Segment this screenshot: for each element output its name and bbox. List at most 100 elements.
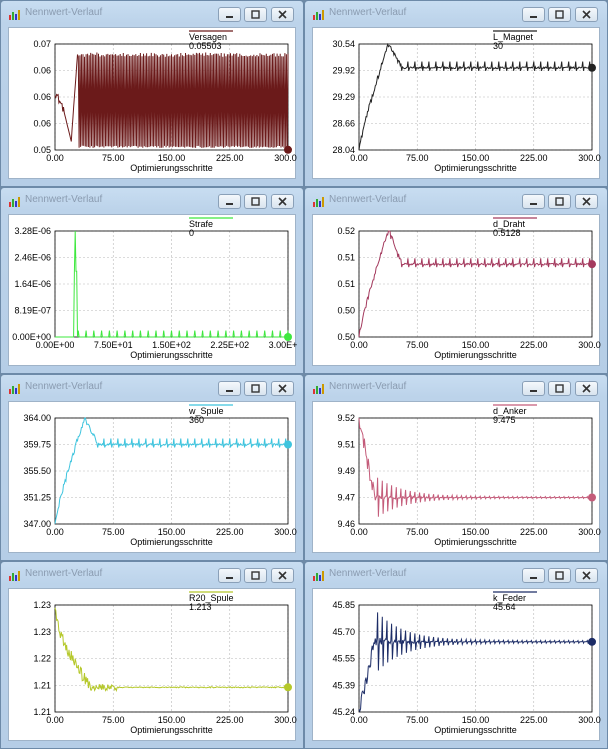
x-tick-label: 225.00 — [520, 527, 548, 537]
y-tick-label: 45.55 — [332, 654, 355, 664]
plot-frame — [358, 417, 593, 525]
legend-value: 1.213 — [189, 602, 212, 612]
chart-area: w_Spule 360 364.00 359.75 355.50 351.25 347.00… — [8, 401, 297, 553]
x-axis-label: Optimierungsschritte — [130, 725, 213, 735]
maximize-button[interactable] — [548, 381, 571, 396]
series-line — [54, 417, 289, 524]
y-tick-label: 9.49 — [337, 466, 355, 476]
legend-value: 0 — [189, 228, 194, 238]
y-tick-label: 45.24 — [332, 707, 355, 717]
minimize-button[interactable] — [218, 568, 241, 583]
x-tick-label: 0.00 — [350, 715, 368, 725]
minimize-button[interactable] — [522, 568, 545, 583]
maximize-button[interactable] — [548, 194, 571, 209]
close-button[interactable] — [575, 7, 598, 22]
legend-label: k_Feder — [493, 593, 526, 603]
close-button[interactable] — [271, 7, 294, 22]
x-tick-label: 225.00 — [216, 527, 244, 537]
maximize-button[interactable] — [244, 194, 267, 209]
title-bar[interactable]: Nennwert-Verlauf — [305, 375, 607, 401]
y-tick-label: 359.75 — [23, 440, 51, 450]
x-tick-label: 225.00 — [216, 153, 244, 163]
minimize-button[interactable] — [522, 381, 545, 396]
close-button[interactable] — [575, 568, 598, 583]
y-tick-label: 1.23 — [33, 627, 51, 637]
grid — [54, 604, 289, 713]
x-tick-label: 75.00 — [406, 153, 429, 163]
close-icon — [278, 384, 287, 393]
close-button[interactable] — [575, 194, 598, 209]
x-tick-label: 75.00 — [102, 715, 125, 725]
minimize-icon — [226, 577, 233, 579]
y-tick-label: 0.06 — [33, 92, 51, 102]
title-bar[interactable]: Nennwert-Verlauf — [1, 375, 303, 401]
minimize-button[interactable] — [218, 194, 241, 209]
y-tick-label: 1.21 — [33, 680, 51, 690]
maximize-button[interactable] — [548, 568, 571, 583]
x-tick-label: 300.00 — [578, 153, 601, 163]
plot-frame — [54, 230, 289, 338]
x-tick-label: 75.00 — [102, 153, 125, 163]
x-axis-label: Optimierungsschritte — [434, 350, 517, 360]
window-title: Nennwert-Verlauf — [25, 194, 103, 205]
chart-window-k-feder[interactable]: Nennwert-Verlauf k_Feder 45.64 45.85 45.70 4… — [304, 561, 608, 749]
y-tick-label: 9.46 — [337, 519, 355, 529]
grid — [358, 604, 593, 713]
x-tick-label: 150.00 — [462, 527, 490, 537]
maximize-icon — [555, 384, 564, 393]
chart-window-d-anker[interactable]: Nennwert-Verlauf d_Anker 9.475 9.52 9.51 9.4… — [304, 374, 608, 561]
chart-window-versagen[interactable]: Nennwert-Verlauf Versagen 0.05503 0.07 0.06… — [0, 0, 304, 187]
chart-window-w-spule[interactable]: Nennwert-Verlauf w_Spule 360 364.00 359.75 3… — [0, 374, 304, 561]
window-title: Nennwert-Verlauf — [329, 381, 407, 392]
window-title: Nennwert-Verlauf — [329, 7, 407, 18]
title-bar[interactable]: Nennwert-Verlauf — [1, 562, 303, 588]
plot-frame — [54, 417, 289, 525]
y-tick-label: 9.51 — [337, 440, 355, 450]
minimize-button[interactable] — [218, 381, 241, 396]
y-tick-label: 9.52 — [337, 413, 355, 423]
chart-app-icon — [313, 197, 324, 207]
close-button[interactable] — [575, 381, 598, 396]
close-button[interactable] — [271, 194, 294, 209]
grid — [54, 230, 289, 338]
y-tick-label: 351.25 — [23, 493, 51, 503]
maximize-button[interactable] — [548, 7, 571, 22]
minimize-button[interactable] — [218, 7, 241, 22]
close-button[interactable] — [271, 381, 294, 396]
title-bar[interactable]: Nennwert-Verlauf — [1, 188, 303, 214]
y-tick-label: 30.54 — [332, 39, 355, 49]
chart-window-l-magnet[interactable]: Nennwert-Verlauf L_Magnet 30 30.54 29.92 29.… — [304, 0, 608, 187]
title-bar[interactable]: Nennwert-Verlauf — [305, 1, 607, 27]
x-tick-label: 75.00 — [406, 715, 429, 725]
minimize-button[interactable] — [522, 7, 545, 22]
x-tick-label: 0.00 — [46, 715, 64, 725]
x-tick-label: 300.00 — [578, 715, 601, 725]
maximize-button[interactable] — [244, 7, 267, 22]
x-axis-label: Optimierungsschritte — [130, 537, 213, 547]
x-tick-label: 0.00 — [46, 153, 64, 163]
x-tick-label: 150.00 — [462, 340, 490, 350]
title-bar[interactable]: Nennwert-Verlauf — [1, 1, 303, 27]
window-title: Nennwert-Verlauf — [25, 381, 103, 392]
plot-frame — [54, 604, 289, 713]
close-button[interactable] — [271, 568, 294, 583]
plot-frame — [358, 604, 593, 713]
x-tick-label: 7.50E+01 — [94, 340, 133, 350]
title-bar[interactable]: Nennwert-Verlauf — [305, 562, 607, 588]
maximize-button[interactable] — [244, 381, 267, 396]
minimize-button[interactable] — [522, 194, 545, 209]
y-tick-label: 1.23 — [33, 600, 51, 610]
legend-value: 9.475 — [493, 415, 516, 425]
chart-window-strafe[interactable]: Nennwert-Verlauf Strafe 0 3.28E-06 2.46E-06… — [0, 187, 304, 374]
title-bar[interactable]: Nennwert-Verlauf — [305, 188, 607, 214]
legend-value: 360 — [189, 415, 204, 425]
maximize-button[interactable] — [244, 568, 267, 583]
window-title: Nennwert-Verlauf — [25, 568, 103, 579]
x-axis-label: Optimierungsschritte — [434, 163, 517, 173]
minimize-icon — [530, 203, 537, 205]
legend-label: d_Anker — [493, 406, 527, 416]
close-icon — [582, 384, 591, 393]
chart-window-d-draht[interactable]: Nennwert-Verlauf d_Draht 0.5128 0.52 0.51 0.… — [304, 187, 608, 374]
chart-window-r20-spule[interactable]: Nennwert-Verlauf R20_Spule 1.213 1.23 1.23 1… — [0, 561, 304, 749]
